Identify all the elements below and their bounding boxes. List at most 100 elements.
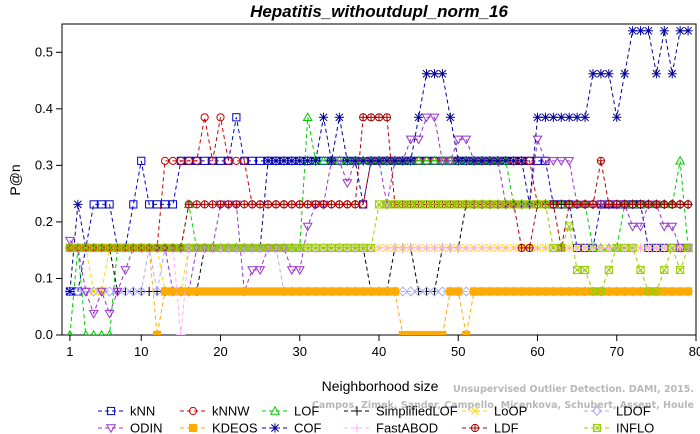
data-point	[540, 157, 551, 167]
data-point	[406, 243, 416, 253]
data-point	[659, 243, 669, 253]
data-point	[350, 156, 360, 166]
data-point	[200, 243, 209, 253]
data-point	[564, 112, 574, 122]
data-point	[406, 156, 416, 166]
data-point	[176, 287, 185, 296]
data-point	[573, 200, 582, 209]
data-point	[612, 243, 621, 253]
data-point	[374, 156, 384, 166]
legend-label: LDF	[494, 421, 519, 434]
legend-label: kNN	[130, 404, 155, 419]
data-point	[437, 286, 448, 297]
data-point	[374, 113, 384, 122]
data-point	[667, 69, 677, 79]
data-point	[683, 243, 693, 253]
data-point	[564, 243, 574, 253]
y-tick-label: 0.2	[35, 214, 53, 229]
data-point	[429, 69, 440, 79]
data-point	[271, 243, 281, 253]
y-tick-label: 0.0	[35, 327, 53, 342]
data-point	[351, 287, 360, 296]
data-point	[248, 156, 257, 165]
data-point	[429, 286, 440, 297]
data-point	[485, 200, 495, 209]
legend-marker	[105, 424, 117, 434]
data-point	[366, 243, 376, 253]
data-point	[596, 243, 606, 253]
data-point	[588, 200, 598, 209]
data-point	[461, 156, 471, 166]
data-point	[405, 286, 416, 297]
data-point	[628, 26, 638, 36]
data-point	[120, 266, 131, 276]
data-point	[493, 200, 502, 209]
x-tick-label: 30	[293, 344, 307, 359]
data-point	[287, 200, 296, 209]
data-point	[437, 243, 447, 253]
data-point	[564, 157, 575, 167]
data-point	[652, 200, 661, 209]
data-point	[351, 200, 360, 209]
data-point	[72, 286, 83, 297]
data-point	[184, 243, 193, 253]
data-point	[271, 287, 281, 296]
data-point	[651, 243, 661, 253]
data-point	[382, 156, 392, 166]
data-point	[548, 157, 559, 167]
legend-item-simplifiedlof: SimplifiedLOF	[344, 404, 458, 419]
data-point	[153, 330, 162, 335]
data-point	[390, 243, 400, 253]
data-point	[580, 287, 590, 296]
data-point	[73, 243, 82, 253]
data-point	[572, 243, 582, 253]
data-point	[683, 287, 693, 296]
data-point	[366, 287, 376, 296]
legend-item-fastabod: FastABOD	[344, 421, 438, 434]
series-line-ldf	[69, 116, 689, 249]
data-point	[160, 200, 170, 209]
data-point	[461, 286, 472, 297]
data-point	[660, 265, 669, 275]
data-point	[359, 287, 368, 296]
data-point	[462, 200, 471, 209]
data-point	[343, 287, 352, 296]
data-point	[445, 157, 456, 167]
data-point	[279, 200, 288, 209]
data-point	[343, 243, 352, 253]
data-point	[65, 286, 75, 297]
data-point	[97, 200, 106, 209]
legend-item-cof: COF	[262, 421, 322, 434]
data-point	[342, 179, 353, 189]
legend-marker	[471, 407, 479, 415]
data-point	[453, 135, 464, 145]
data-point	[635, 26, 646, 36]
data-point	[660, 200, 669, 209]
y-tick-label: 0.3	[35, 157, 53, 172]
y-axis-label: P@n	[7, 164, 23, 195]
data-point	[540, 112, 551, 122]
data-point	[477, 287, 487, 296]
data-point	[675, 26, 685, 36]
data-point	[643, 243, 654, 253]
data-point	[112, 287, 123, 297]
data-point	[208, 287, 217, 296]
data-point	[477, 156, 487, 166]
data-point	[549, 200, 558, 209]
x-axis-label: Neighborhood size	[322, 378, 439, 394]
data-point	[421, 286, 432, 297]
y-tick-label: 0.1	[35, 270, 53, 285]
data-point	[374, 200, 384, 209]
legend-item-knn: kNN	[98, 404, 155, 419]
data-point	[413, 286, 424, 297]
data-point	[232, 200, 241, 209]
data-point	[334, 157, 345, 167]
data-point	[302, 222, 313, 232]
x-tick-label: 50	[451, 344, 465, 359]
data-point	[644, 287, 653, 296]
data-point	[121, 243, 130, 253]
data-point	[628, 200, 637, 209]
data-point	[438, 330, 447, 335]
data-point	[676, 265, 685, 275]
data-point	[572, 112, 582, 122]
